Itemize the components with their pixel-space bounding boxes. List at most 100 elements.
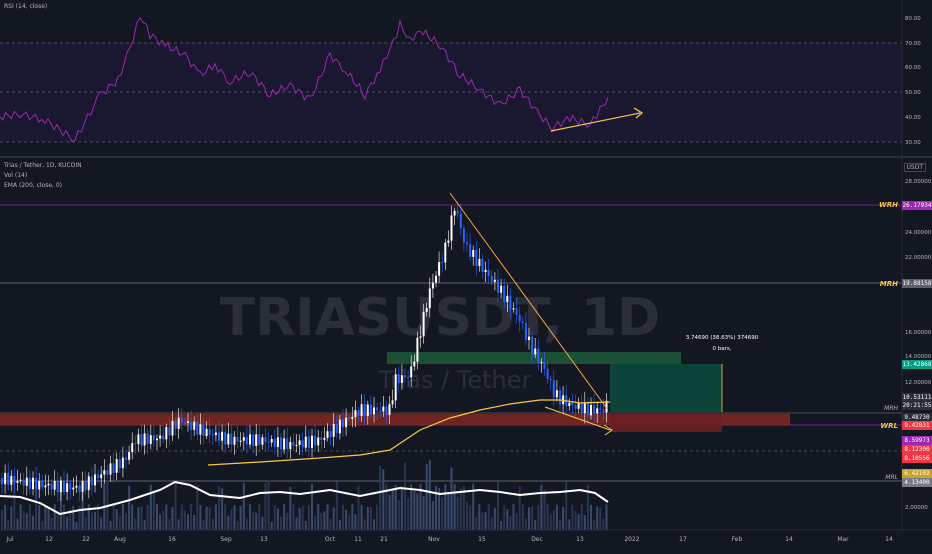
time-tick-label: Feb — [732, 536, 743, 543]
volume-bar — [134, 518, 137, 530]
candle-body — [593, 405, 596, 414]
candle-body — [599, 408, 602, 410]
candle-body — [419, 336, 422, 338]
candle-body — [462, 228, 465, 243]
volume-bar — [199, 504, 202, 530]
candle-body — [134, 443, 137, 445]
candle-body — [81, 481, 84, 492]
long-position-target-box[interactable] — [610, 364, 722, 412]
ema-line — [207, 399, 611, 466]
candle-body — [1, 478, 3, 485]
volume-bar — [329, 518, 332, 530]
volume-bar — [490, 517, 493, 530]
volume-bar — [450, 467, 453, 530]
volume-bar — [131, 504, 134, 530]
ema-indicator-label[interactable]: EMA (200, close, 0) — [4, 182, 63, 189]
volume-bar — [379, 465, 382, 530]
candle-body — [528, 336, 530, 341]
wrl-label: WRL — [880, 422, 898, 430]
candle-body — [338, 419, 341, 434]
currency-label[interactable]: USDT — [903, 163, 926, 172]
time-tick-label: Aug — [114, 536, 126, 543]
volume-bar — [360, 504, 363, 530]
candle-body — [44, 485, 47, 488]
volume-bar — [47, 507, 50, 530]
volume-bar — [565, 481, 568, 530]
candle-body — [605, 400, 608, 413]
volume-bar — [416, 493, 419, 530]
mrl-label: MRL — [885, 474, 898, 481]
candle-body — [261, 437, 264, 445]
volume-bar — [534, 520, 537, 530]
candle-body — [298, 440, 301, 446]
time-axis[interactable]: Jul 12 22 Aug 16 Sep 13 Oct 11 21 Nov 15 Dec 13 2022 17… — [5, 536, 893, 543]
volume-bar — [335, 481, 338, 530]
volume-bar — [298, 507, 301, 530]
candle-body — [224, 431, 227, 445]
time-tick-label: Oct — [325, 536, 336, 543]
volume-bar — [546, 504, 549, 530]
rsi-tick-label: 40.00 — [905, 115, 921, 121]
candle-body — [404, 375, 406, 378]
volume-bar — [280, 516, 282, 530]
candle-body — [301, 440, 304, 448]
time-tick-label: 2022 — [624, 536, 639, 543]
candle-body — [137, 434, 140, 445]
candle-body — [128, 452, 131, 460]
demand-zone-box[interactable] — [0, 414, 790, 425]
price-pane[interactable]: TRIASUSDT, 1D Trias / Tether 3.74690 (38… — [0, 192, 902, 530]
candle-body — [264, 437, 267, 443]
bottom-divergence-arrowhead — [603, 424, 613, 436]
candle-body — [221, 431, 224, 441]
time-tick-label: 13 — [576, 536, 584, 543]
candle-body — [87, 476, 90, 491]
candle-body — [187, 421, 189, 424]
candle-body — [481, 258, 484, 273]
candle-body — [580, 402, 583, 414]
rsi-pane[interactable] — [0, 0, 902, 155]
watermark-name: Trias / Tether — [378, 366, 532, 394]
volume-bar — [391, 489, 394, 530]
rsi-title[interactable]: RSI (14, close) — [4, 3, 48, 10]
volume-bar — [354, 514, 357, 530]
candle-body — [183, 422, 186, 424]
bottom-divergence-line — [544, 406, 611, 431]
volume-bar — [373, 519, 375, 530]
candle-body — [180, 417, 183, 423]
candle-body — [431, 282, 434, 289]
candle-body — [208, 428, 211, 435]
time-tick-label: 22 — [82, 536, 90, 543]
candle-body — [75, 485, 78, 488]
candle-body — [400, 375, 403, 383]
candle-body — [518, 314, 521, 322]
volume-bar — [239, 506, 242, 530]
candle-body — [453, 210, 456, 216]
candle-body — [252, 434, 255, 446]
candle-body — [140, 434, 143, 446]
long-position-stop-box[interactable] — [610, 414, 722, 432]
main-price-axis[interactable]: 28.00000 24.00000 22.00000 16.00000 14.00000… — [905, 179, 932, 511]
volume-bar — [503, 505, 506, 530]
candle-body — [590, 405, 592, 416]
rsi-price-axis[interactable]: 80.00 70.00 60.00 50.00 40.00 30.00 — [905, 16, 921, 146]
volume-bar — [422, 495, 425, 530]
volume-bar — [304, 521, 307, 530]
candle-body — [10, 475, 13, 485]
volume-indicator-label[interactable]: Vol (14) — [4, 172, 28, 179]
main-title[interactable]: Trias / Tether, 1D, KUCOIN — [4, 162, 82, 169]
rsi-tick-label: 70.00 — [905, 41, 921, 47]
supply-zone-box[interactable] — [387, 352, 681, 364]
candle-body — [342, 419, 344, 428]
volume-bar — [187, 514, 189, 530]
candle-body — [56, 480, 59, 493]
volume-bar — [32, 515, 34, 530]
volume-bar — [146, 504, 149, 530]
candle-body — [159, 435, 162, 439]
candle-body — [94, 474, 96, 486]
time-tick-label: 11 — [354, 536, 362, 543]
candle-body — [292, 441, 295, 446]
volume-bar — [345, 509, 348, 530]
candle-body — [388, 404, 391, 415]
